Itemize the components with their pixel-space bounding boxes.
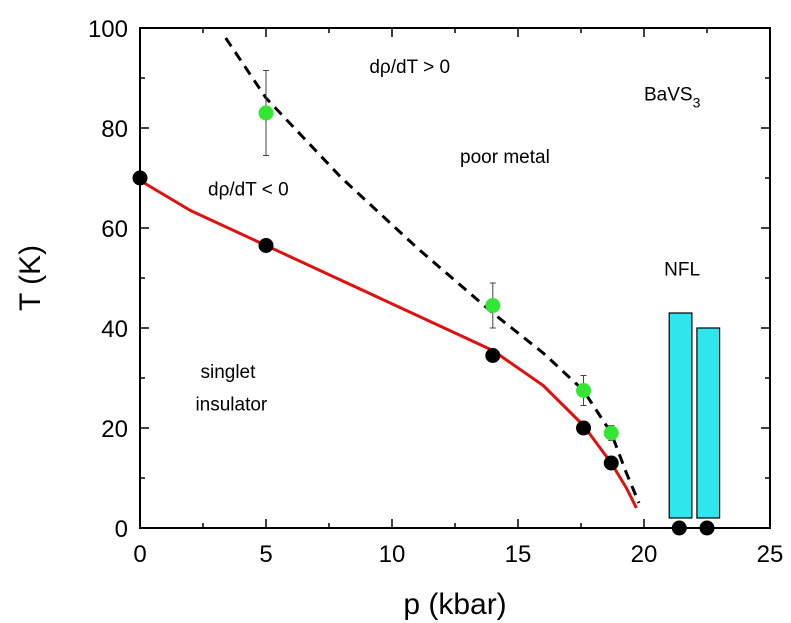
- black-data-point: [258, 238, 274, 253]
- y-axis-title: T (K): [14, 245, 47, 311]
- green-data-point: [258, 105, 274, 121]
- y-tick-label: 40: [101, 316, 128, 343]
- x-tick-label: 10: [379, 541, 406, 568]
- x-tick-label: 5: [259, 541, 272, 568]
- y-tick-label: 100: [88, 16, 128, 43]
- black-data-point: [671, 520, 687, 536]
- annotation-drho_neg: dρ/dT < 0: [208, 180, 289, 201]
- nfl-bar: [668, 312, 693, 519]
- red-boundary-line: [139, 179, 638, 509]
- x-tick-label: 25: [757, 541, 784, 568]
- green-data-point: [576, 383, 592, 398]
- black-data-point: [132, 170, 148, 186]
- x-tick-label: 0: [133, 541, 146, 568]
- annotation-compound: BaVS3: [644, 85, 701, 111]
- y-tick-label: 60: [101, 216, 128, 243]
- y-tick-label: 80: [101, 116, 128, 143]
- annotation-poor_metal: poor metal: [460, 147, 550, 168]
- annotation-singlet: singlet: [200, 362, 256, 383]
- y-tick-label: 20: [101, 416, 128, 443]
- y-tick-label: 0: [115, 516, 128, 543]
- black-data-point: [485, 348, 501, 363]
- dashed-boundary-line: [224, 37, 641, 504]
- plot-area: 0 5 10 15 20 25 0 20 40 60 80 100: [88, 16, 783, 568]
- annotation-nfl: NFL: [664, 260, 700, 281]
- black-data-point: [603, 455, 619, 471]
- green-data-point: [485, 298, 501, 313]
- x-tick-label: 15: [505, 541, 532, 568]
- annotation-insulator: insulator: [195, 395, 267, 416]
- x-axis-title: p (kbar): [403, 588, 506, 621]
- annotation-drho_pos: dρ/dT > 0: [369, 57, 450, 78]
- black-data-point: [699, 520, 715, 536]
- green-data-point: [603, 425, 619, 441]
- nfl-bar: [696, 327, 721, 519]
- x-tick-label: 20: [631, 541, 658, 568]
- data-layer: [132, 37, 721, 536]
- black-data-point: [576, 420, 592, 436]
- annotation-subscript: 3: [693, 95, 701, 111]
